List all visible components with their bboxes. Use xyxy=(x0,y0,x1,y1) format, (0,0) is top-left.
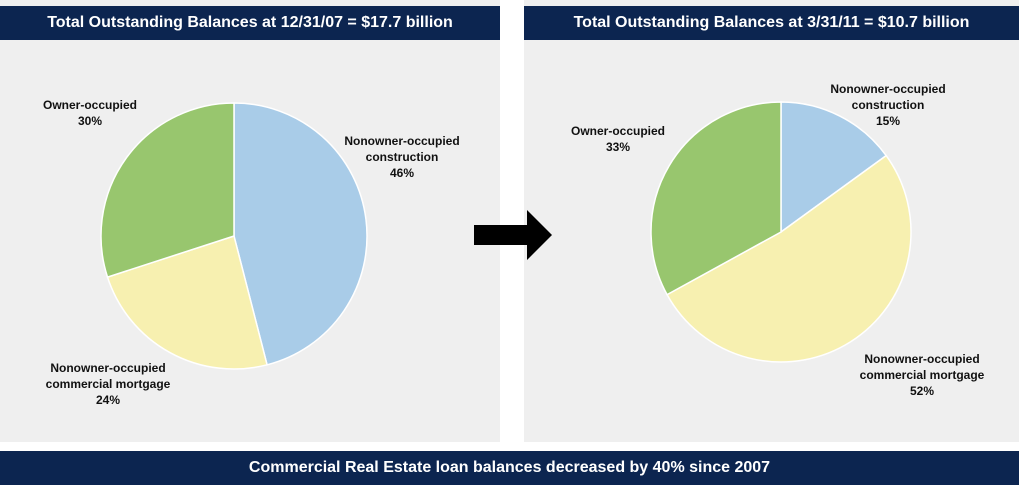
pie-slice xyxy=(233,102,368,366)
slice-label: Nonowner-occupied commercial mortgage xyxy=(45,361,171,391)
pie-slice xyxy=(666,154,912,363)
pie-slice xyxy=(650,101,782,296)
pie-slice xyxy=(100,102,235,279)
pie-slice xyxy=(780,101,888,234)
slice-value-label: 15% xyxy=(875,114,901,128)
slice-value-label: 24% xyxy=(95,393,121,407)
slice-value-label: 33% xyxy=(605,140,631,154)
slice-label: Owner-occupied xyxy=(570,124,665,138)
slice-value-label: 30% xyxy=(77,114,103,128)
chart-title: Total Outstanding Balances at 3/31/11 = … xyxy=(524,6,1019,40)
slice-label: Nonowner-occupied commercial mortgage xyxy=(859,352,985,382)
arrow xyxy=(474,210,552,260)
slice-value-label: 52% xyxy=(909,384,935,398)
chart-title: Total Outstanding Balances at 12/31/07 =… xyxy=(0,6,500,40)
slice-value-label: 46% xyxy=(389,166,415,180)
slice-label: Owner-occupied xyxy=(42,98,137,112)
footer: Commercial Real Estate loan balances dec… xyxy=(0,451,1019,485)
slice-label: Nonowner-occupied construction xyxy=(344,134,460,164)
pie-slice xyxy=(106,235,268,370)
slice-label: Nonowner-occupied construction xyxy=(830,82,946,112)
